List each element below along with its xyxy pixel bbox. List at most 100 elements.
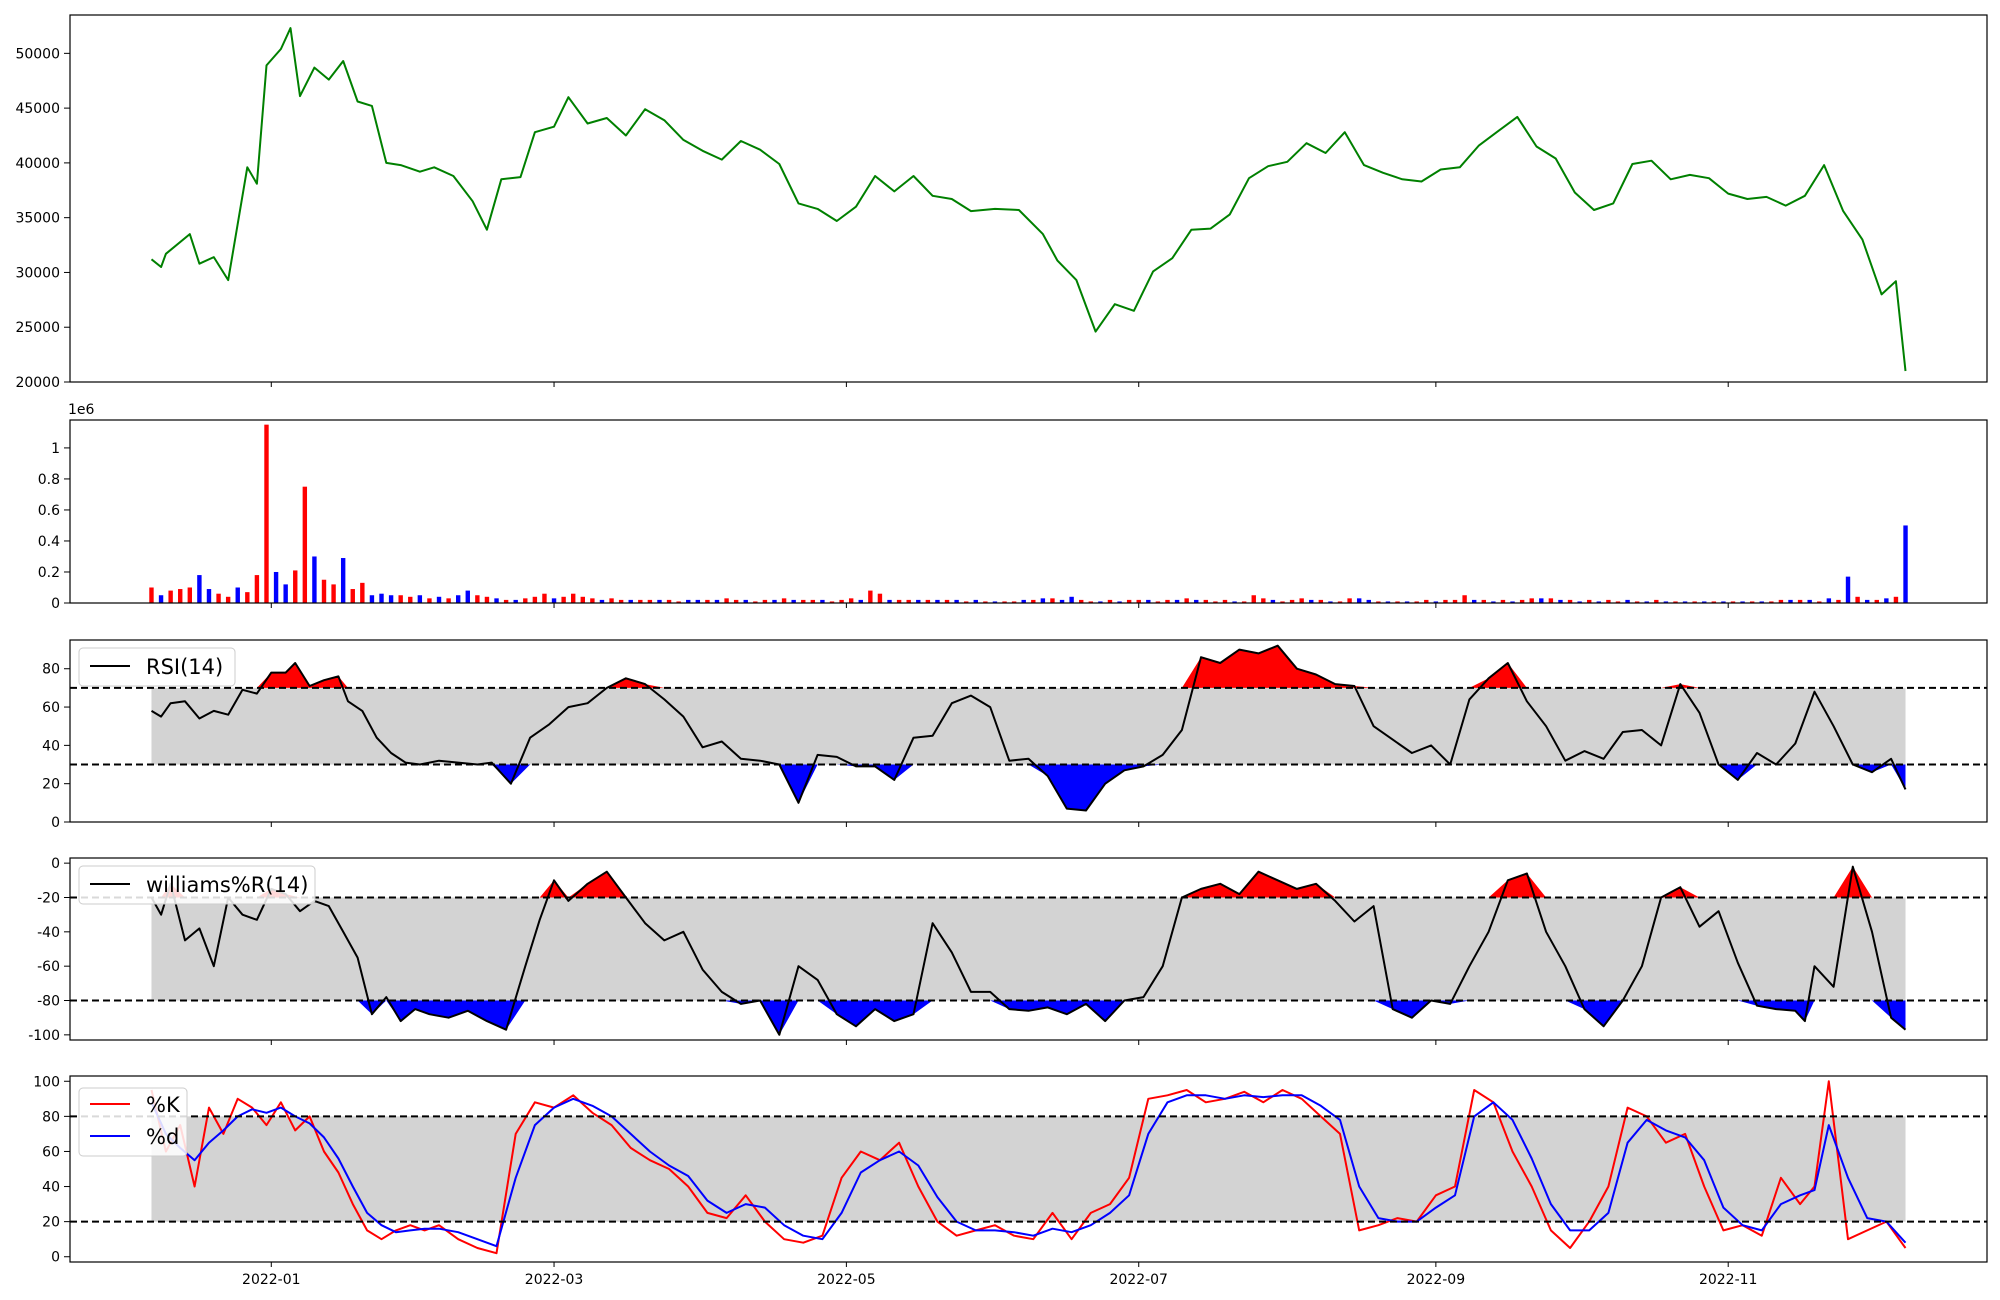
neutral-band [151, 1116, 1906, 1222]
volume-bar [475, 595, 480, 603]
volume-bar [484, 596, 490, 603]
volume-bar [733, 599, 739, 603]
volume-bar [1299, 598, 1304, 603]
rsi-panel: 0 20 40 60 80 [42, 639, 1988, 831]
volume-bar [714, 599, 720, 603]
series-line [150, 865, 1907, 1036]
volume-bar [1261, 598, 1266, 603]
y-tick-label: -60 [37, 959, 60, 975]
volume-bar [187, 587, 193, 603]
stochastic-panel: 0 20 40 60 80 100 2022-01 2022-03 2022-05 2022-07… [33, 1074, 1988, 1288]
volume-bar [1711, 601, 1717, 603]
volume-bar [398, 595, 403, 603]
volume-bar [1414, 601, 1419, 603]
volume-bar [1845, 576, 1851, 603]
volume-bar [1644, 601, 1649, 603]
axes-frame [69, 14, 1988, 383]
x-tick-label: 2022-07 [1109, 1272, 1168, 1288]
volume-bar [877, 593, 883, 603]
volume-bar [1797, 599, 1803, 603]
williams-legend-label: williams%R(14) [146, 873, 308, 897]
volume-bar [1462, 595, 1467, 603]
x-tick-label: 2022-03 [525, 1272, 584, 1288]
y-tick-label: 0.2 [38, 565, 60, 581]
volume-bar [1654, 599, 1659, 603]
volume-bar [887, 599, 892, 603]
volume-bar [245, 592, 250, 603]
volume-bar [1874, 599, 1879, 603]
volume-bar [1855, 596, 1860, 603]
volume-bar [503, 599, 509, 603]
volume-bar [1491, 601, 1496, 603]
volume-bar [417, 595, 423, 603]
y-tick-label: 80 [42, 662, 60, 678]
x-tick-label: 2022-09 [1407, 1272, 1466, 1288]
volume-bar [1769, 601, 1774, 603]
volume-bar [1050, 598, 1055, 603]
y-tick-label: 80 [42, 1109, 60, 1125]
volume-bar [1692, 601, 1697, 603]
volume-bar [225, 596, 231, 603]
volume-bar [1893, 596, 1899, 603]
volume-bar [1567, 599, 1573, 603]
volume-bar [1347, 598, 1352, 603]
volume-bar [666, 599, 672, 603]
y-tick-label: 20 [42, 1215, 60, 1231]
volume-bar [1826, 598, 1832, 603]
volume-bar [302, 486, 308, 603]
y-tick-label: 40 [42, 1180, 60, 1196]
volume-bar [810, 599, 816, 603]
volume-bar [618, 599, 624, 603]
volume-bar [427, 598, 432, 603]
volume-bar [1817, 601, 1822, 603]
overbought-fill [151, 645, 1906, 688]
y-tick-label: -20 [37, 890, 60, 906]
volume-bar [1864, 599, 1870, 603]
y-tick-label: 40 [42, 738, 60, 754]
volume-bar [1194, 599, 1199, 603]
volume-bar [1184, 598, 1189, 603]
volume-bar [1577, 601, 1582, 603]
volume-bar [571, 593, 576, 603]
y-tick-label: 20 [42, 777, 60, 793]
volume-bar [1682, 601, 1688, 603]
volume-bar [992, 601, 998, 603]
volume-bar [1203, 599, 1209, 603]
y-tick-label: 0 [51, 815, 60, 831]
volume-bar [1596, 601, 1602, 603]
volume-bar [1759, 601, 1764, 603]
volume-bar [158, 595, 164, 603]
volume-bar [523, 598, 528, 603]
volume-bar [963, 601, 969, 603]
stochastic-legend: %K %d [78, 1087, 188, 1157]
volume-bar [609, 598, 614, 603]
volume-bar [1452, 599, 1458, 603]
series-line [150, 1094, 1907, 1248]
axes-frame [69, 639, 1988, 823]
volume-bar [1155, 601, 1161, 603]
y-tick-label: 0.8 [38, 472, 60, 488]
volume-bar [647, 599, 653, 603]
volume-bar [599, 599, 605, 603]
volume-bar [781, 598, 787, 603]
volume-bar [590, 598, 595, 603]
volume-bar [254, 575, 260, 603]
volume-bar [1625, 599, 1630, 603]
volume-bar [638, 599, 643, 603]
volume-bar [1213, 601, 1218, 603]
volume-bar [848, 598, 854, 603]
volume-bar [1270, 599, 1276, 603]
volume-bar [973, 599, 978, 603]
volume-bar [935, 599, 940, 603]
axes-frame [69, 419, 1988, 604]
volume-bar [944, 599, 950, 603]
rsi-legend: RSI(14) [78, 647, 236, 687]
series-line [150, 644, 1907, 812]
y-tick-label: 100 [33, 1074, 60, 1090]
volume-bar [1433, 601, 1439, 603]
volume-bar [628, 599, 633, 603]
volume-bar [1232, 601, 1237, 603]
volume-bar [283, 584, 288, 603]
volume-bar [168, 590, 173, 603]
y-tick-label: 40000 [15, 156, 60, 172]
